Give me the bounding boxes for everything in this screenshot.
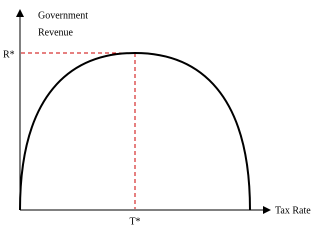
optimal-rate-label: T* — [129, 216, 140, 227]
laffer-diagram: Government Revenue Tax Rate R* T* — [3, 9, 311, 227]
x-axis-label: Tax Rate — [275, 205, 311, 216]
laffer-curve — [19, 51, 251, 211]
y-axis-label: Government — [38, 10, 88, 21]
revenue-max-label: R* — [3, 49, 15, 60]
y-axis-label: Revenue — [38, 27, 74, 38]
